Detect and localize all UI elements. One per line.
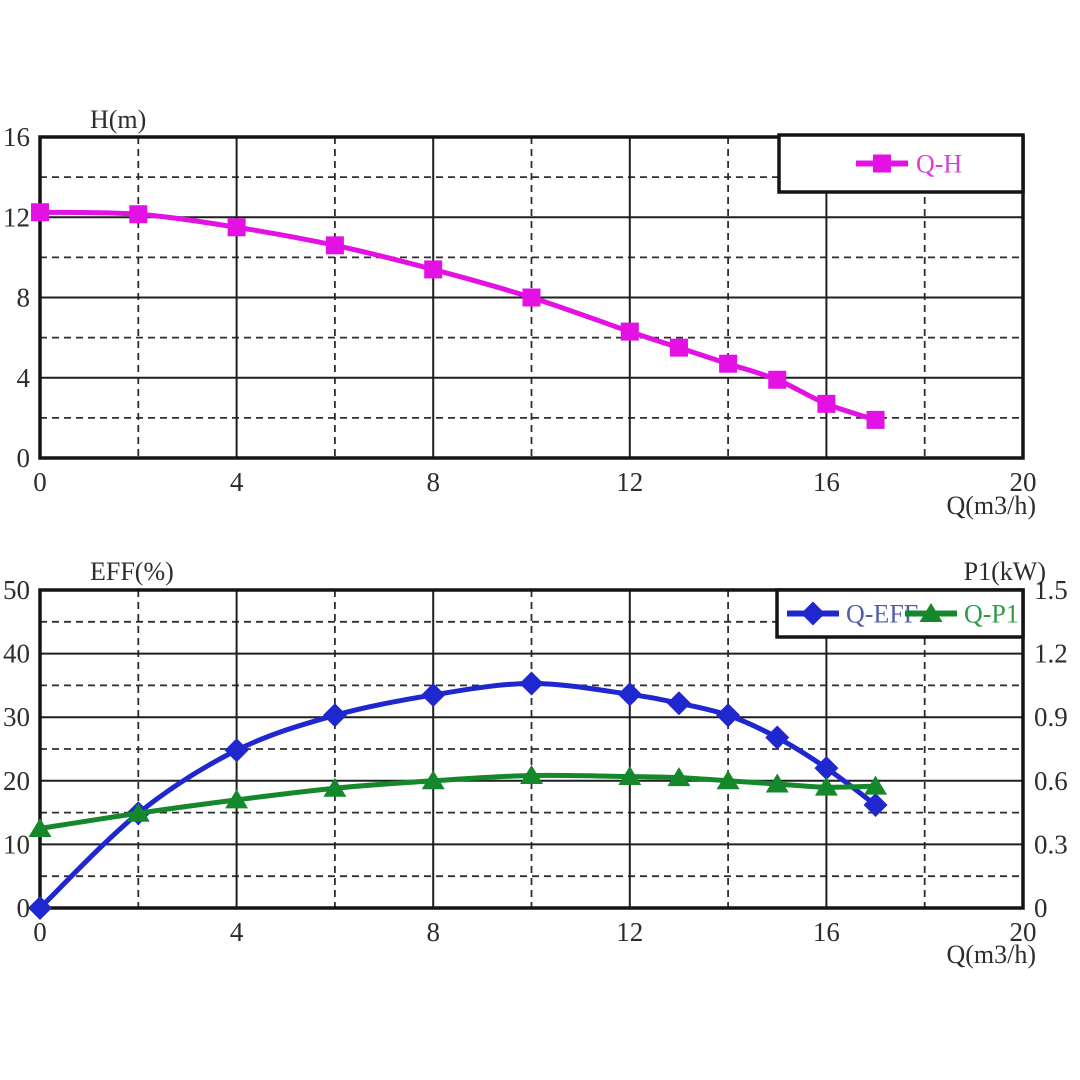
series-Q-H-line	[37, 209, 879, 423]
y-right-tick-1.2: 1.2	[1034, 639, 1068, 669]
x-tick-0: 0	[33, 467, 47, 497]
Q-H-marker	[768, 370, 787, 389]
legend-Q-H-marker	[873, 154, 891, 173]
x-axis-title: Q(m3/h)	[946, 940, 1036, 969]
eff-p1-tick-labels: 0 10 20 30 40 50 0 0.3 0.6 0.9 1.2 1.5 0 4 8 12 16 20 EFF(…	[3, 557, 1068, 969]
Q-P1-marker	[667, 767, 691, 787]
eff-p1-plot-border	[38, 588, 1025, 910]
Q-EFF-marker	[666, 691, 691, 716]
Q-H-marker	[129, 205, 148, 224]
Q-EFF-marker	[716, 703, 741, 728]
Q-P1-marker	[520, 765, 543, 784]
x-tick-4: 4	[230, 917, 244, 947]
series-Q-EFF	[28, 671, 888, 920]
x-tick-20: 20	[1010, 467, 1037, 497]
series-Q-P1	[28, 765, 888, 837]
Q-EFF-marker	[863, 792, 888, 817]
Q-H-marker	[817, 394, 836, 413]
Q-P1-marker	[765, 773, 789, 793]
legend-Q-EFF-marker	[801, 601, 825, 626]
Q-H-marker	[31, 203, 49, 222]
y-left-tick-12: 12	[3, 202, 30, 232]
x-tick-4: 4	[230, 467, 244, 497]
y-left-tick-30: 30	[3, 702, 30, 732]
Q-EFF-marker	[421, 682, 446, 707]
Q-P1-marker	[716, 770, 740, 790]
Q-H-marker	[522, 288, 541, 307]
qh-legend: Q-H	[777, 133, 1025, 194]
y-right-tick-0.9: 0.9	[1034, 702, 1068, 732]
x-tick-8: 8	[426, 917, 440, 947]
Q-P1-marker	[814, 776, 838, 796]
Q-EFF-marker	[765, 725, 790, 750]
qh-tick-labels: 0 4 8 12 16 0 4 8 12 16 20 H(m) Q(m3/h)	[3, 105, 1037, 520]
qh-chart: Q-H 0 4 8 12 16 0 4 8 12 16 20 H(m) Q(m3/h)	[3, 105, 1037, 520]
y-left-tick-40: 40	[3, 639, 30, 669]
y-right-axis-title: P1(kW)	[964, 557, 1046, 586]
Q-EFF-marker	[322, 703, 347, 728]
Q-EFF-marker	[28, 896, 52, 920]
x-tick-0: 0	[33, 917, 47, 947]
y-left-tick-8: 8	[17, 283, 31, 313]
Q-P1-marker	[421, 770, 445, 790]
Q-H-marker	[719, 354, 738, 373]
y-left-tick-0: 0	[17, 443, 31, 473]
y-right-tick-0.3: 0.3	[1034, 829, 1068, 859]
Q-EFF-marker	[814, 756, 839, 781]
legend-Q-H-label: Q-H	[916, 150, 962, 179]
y-left-tick-16: 16	[3, 122, 30, 152]
Q-P1-marker	[864, 775, 888, 795]
Q-P1-marker	[126, 802, 150, 822]
y-left-tick-10: 10	[3, 829, 30, 859]
Q-P1-marker	[225, 789, 249, 809]
Q-H-marker	[669, 338, 688, 357]
Q-H-marker	[424, 260, 443, 279]
Q-EFF-marker	[617, 682, 642, 707]
y-left-tick-50: 50	[3, 575, 30, 605]
y-right-tick-0: 0	[1034, 893, 1048, 923]
x-axis-title: Q(m3/h)	[946, 491, 1036, 520]
Q-EFF-marker	[519, 671, 544, 696]
Q-EFF-marker	[224, 738, 249, 763]
eff-p1-legend: Q-EFF Q-P1	[775, 588, 1025, 639]
legend-Q-P1-label: Q-P1	[964, 600, 1019, 629]
y-right-tick-1.5: 1.5	[1034, 575, 1068, 605]
y-left-tick-20: 20	[3, 766, 30, 796]
y-left-axis-title: EFF(%)	[90, 557, 174, 586]
series-Q-H	[31, 203, 885, 429]
x-tick-20: 20	[1010, 917, 1037, 947]
Q-H-marker	[227, 218, 246, 237]
series-Q-P1-line	[37, 772, 879, 831]
Q-P1-marker	[323, 777, 347, 797]
qh-plot-border	[38, 135, 1025, 460]
y-left-tick-4: 4	[17, 363, 31, 393]
Q-P1-marker	[28, 818, 52, 837]
x-tick-16: 16	[813, 917, 840, 947]
x-tick-12: 12	[616, 467, 643, 497]
eff-p1-chart: Q-EFF Q-P1 0 10 20 30 40 50 0 0.3 0.6 0.9 1.2 1.5 0 4 8 1…	[3, 557, 1068, 969]
legend-Q-P1-marker	[919, 603, 943, 622]
y-left-axis-title: H(m)	[90, 105, 146, 134]
x-tick-16: 16	[813, 467, 840, 497]
y-left-tick-0: 0	[17, 893, 31, 923]
Q-P1-marker	[618, 766, 642, 786]
x-tick-12: 12	[616, 917, 643, 947]
Q-H-marker	[866, 410, 885, 429]
y-right-tick-0.6: 0.6	[1034, 766, 1068, 796]
Q-H-marker	[325, 236, 344, 255]
x-tick-8: 8	[426, 467, 440, 497]
Q-H-marker	[620, 322, 639, 341]
